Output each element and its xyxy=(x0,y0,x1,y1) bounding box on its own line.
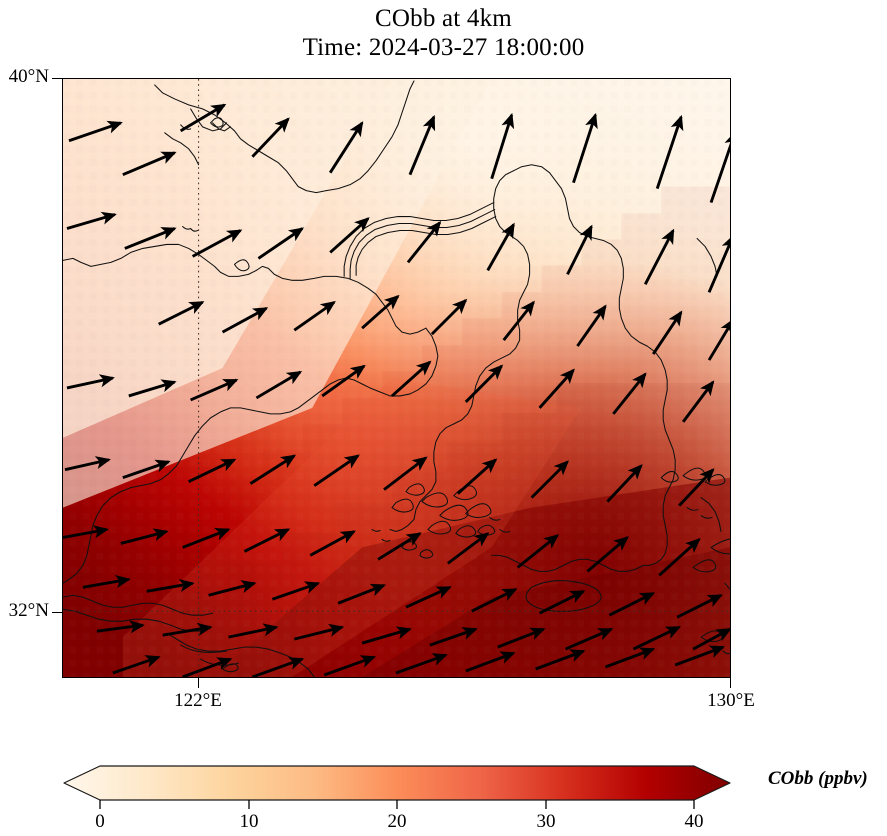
colorbar[interactable]: 0 10 20 30 40 xyxy=(0,752,887,836)
wind-vector-quiver xyxy=(63,103,730,677)
xtick-label-130e: 130°E xyxy=(707,690,755,711)
colorbar-tick-20: 20 xyxy=(387,811,407,832)
figure-title-block: CObb at 4km Time: 2024-03-27 18:00:00 xyxy=(0,4,887,62)
page-title: CObb at 4km xyxy=(375,5,512,32)
ytick-mark-32n xyxy=(52,612,62,614)
map-axes[interactable] xyxy=(62,78,731,678)
colorbar-tick-0: 0 xyxy=(95,811,105,832)
colorbar-tick-10: 10 xyxy=(239,811,259,832)
ytick-label-40n: 40°N xyxy=(8,66,49,87)
colorbar-title: CObb (ppbv) xyxy=(768,768,868,789)
colorbar-tick-30: 30 xyxy=(536,811,556,832)
ytick-label-32n: 32°N xyxy=(8,600,49,621)
xtick-label-122e: 122°E xyxy=(174,690,222,711)
xtick-mark-130e xyxy=(730,678,732,688)
colorbar-tick-40: 40 xyxy=(684,811,704,832)
ytick-mark-40n xyxy=(52,78,62,80)
xtick-mark-122e xyxy=(198,678,200,688)
figure-subtitle: Time: 2024-03-27 18:00:00 xyxy=(302,34,585,61)
colorbar-gradient xyxy=(63,765,731,809)
